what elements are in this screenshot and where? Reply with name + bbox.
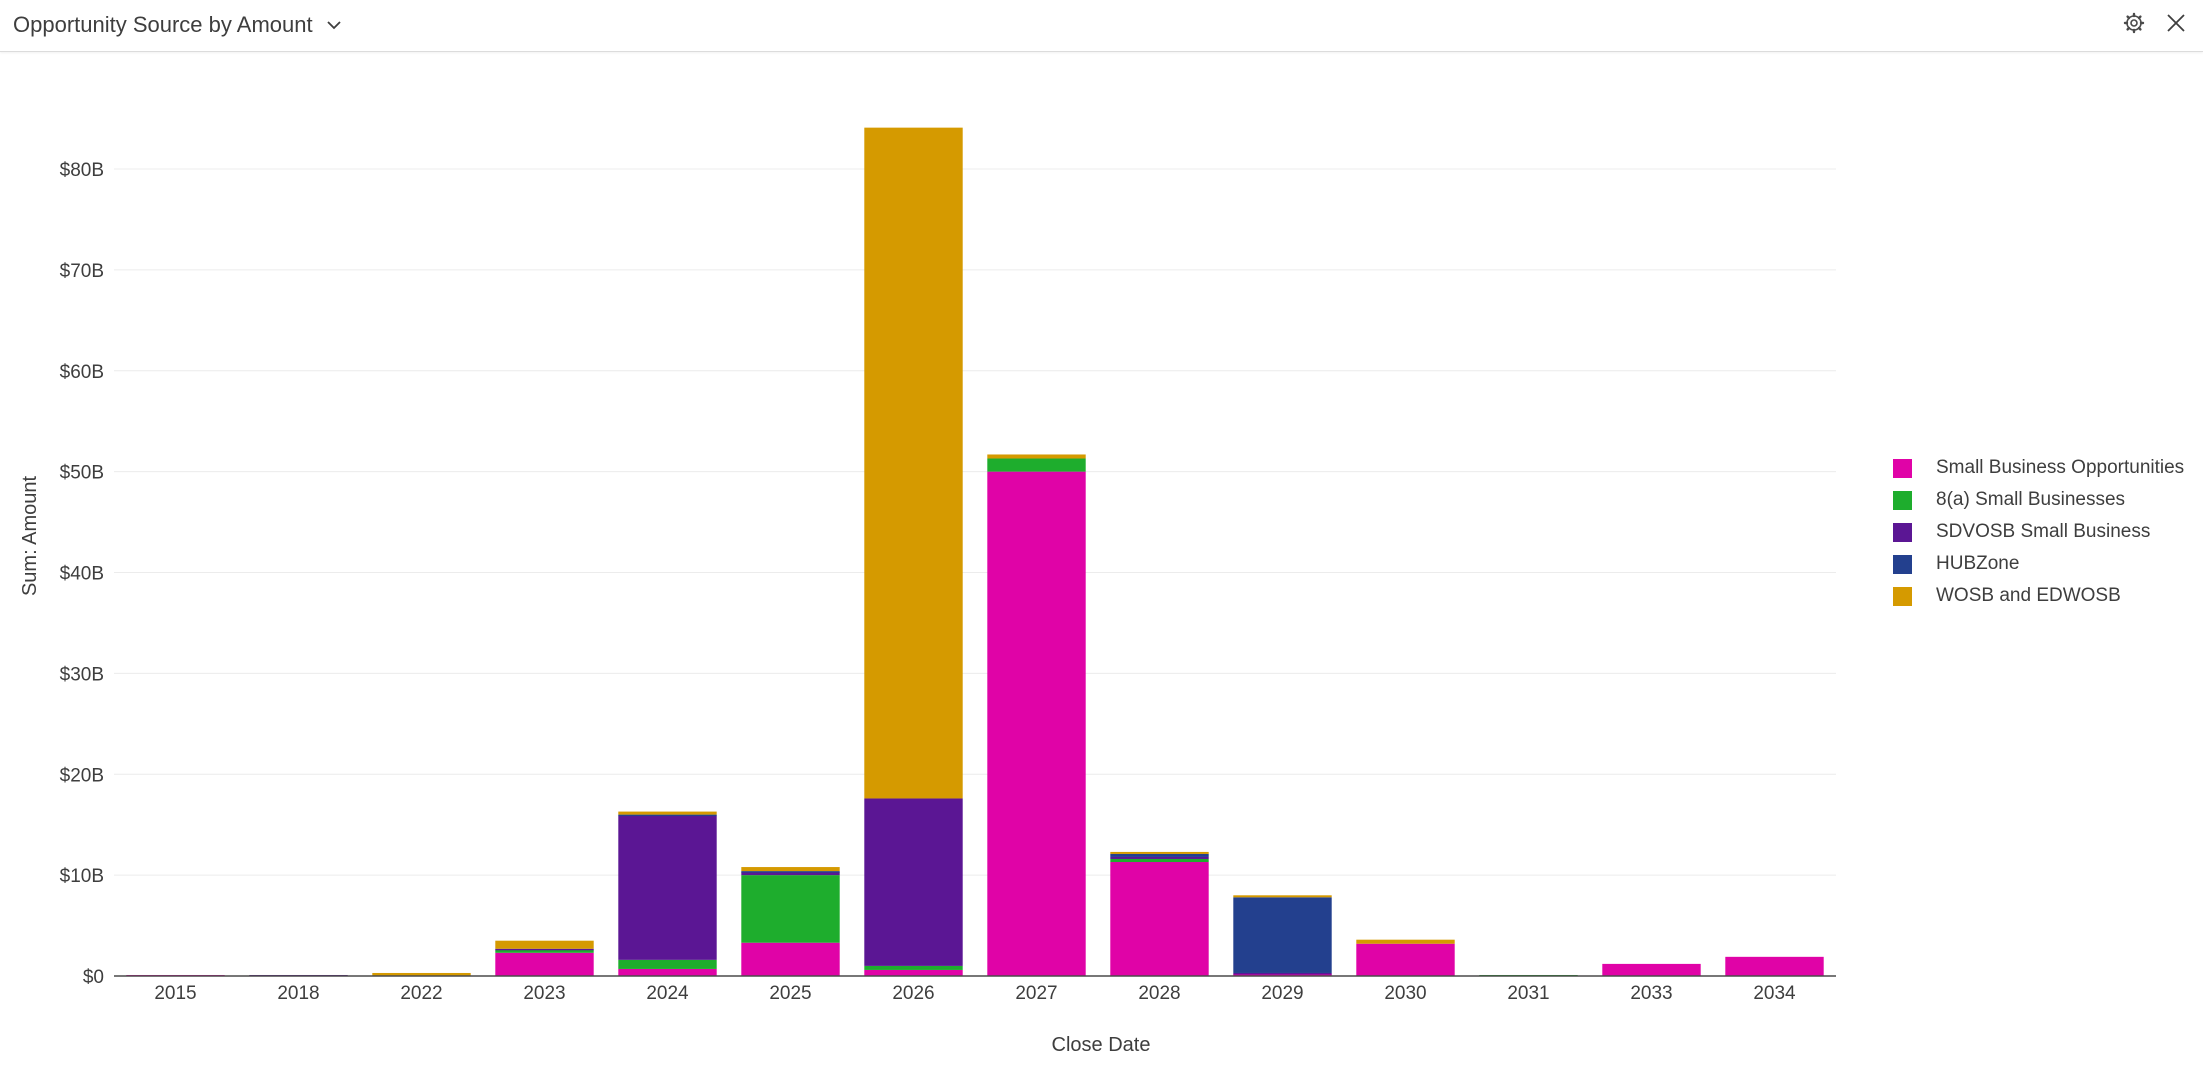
legend-item[interactable]: SDVOSB Small Business	[1893, 516, 2184, 548]
bar-segment[interactable]	[1110, 851, 1209, 854]
y-axis-title: Sum: Amount	[19, 476, 41, 597]
legend-swatch	[1893, 458, 1912, 478]
chevron-down-icon	[326, 21, 341, 30]
legend-swatch	[1893, 522, 1912, 542]
bar-segment[interactable]	[495, 940, 594, 949]
legend-label: WOSB and EDWOSB	[1936, 585, 2121, 606]
bar-segment[interactable]	[495, 949, 594, 953]
bar-segment[interactable]	[864, 798, 963, 966]
x-tick-label: 2023	[523, 983, 565, 1004]
x-tick-label: 2034	[1753, 983, 1796, 1004]
legend-label: HUBZone	[1936, 553, 2020, 574]
bar-segment[interactable]	[741, 872, 840, 876]
bars	[126, 127, 1824, 977]
x-tick-label: 2030	[1384, 983, 1426, 1004]
y-tick-label: $10B	[60, 866, 104, 887]
bar-segment[interactable]	[987, 471, 1086, 976]
legend-swatch	[1893, 554, 1912, 574]
y-tick-label: $80B	[60, 160, 104, 181]
x-tick-label: 2025	[769, 983, 811, 1004]
gear-icon[interactable]	[2122, 11, 2146, 35]
bar-segment[interactable]	[741, 871, 840, 873]
bar-segment[interactable]	[618, 811, 717, 815]
x-tick-label: 2018	[277, 983, 319, 1004]
chart-title-dropdown[interactable]: Opportunity Source by Amount	[13, 10, 343, 40]
x-tick-labels: 2015 2018 2022 2023 2024 2025 2026 2027 2028 2029…	[154, 983, 1796, 1004]
bar-segment[interactable]	[618, 968, 717, 976]
x-tick-label: 2015	[154, 983, 196, 1004]
legend-swatch	[1893, 490, 1912, 510]
bar-segment[interactable]	[618, 815, 717, 960]
bar-segment[interactable]	[741, 942, 840, 976]
y-tick-labels: $0 $10B $20B $30B $40B $50B $60B $70B $80B	[60, 160, 104, 988]
x-tick-label: 2024	[646, 983, 689, 1004]
y-tick-label: $0	[83, 967, 104, 988]
close-icon[interactable]	[2164, 11, 2188, 35]
bar-segment[interactable]	[864, 127, 963, 799]
bar-segment[interactable]	[987, 458, 1086, 472]
bar-segment[interactable]	[1110, 856, 1209, 859]
legend-item[interactable]: 8(a) Small Businesses	[1893, 484, 2184, 516]
bar-segment[interactable]	[1233, 897, 1332, 973]
legend-item[interactable]: WOSB and EDWOSB	[1893, 580, 2184, 612]
bar-segment[interactable]	[1110, 858, 1209, 863]
y-tick-label: $20B	[60, 765, 104, 786]
bar-segment[interactable]	[618, 959, 717, 969]
chart-title: Opportunity Source by Amount	[13, 12, 313, 37]
bar-segment[interactable]	[1233, 972, 1332, 975]
bar-segment[interactable]	[1110, 853, 1209, 857]
bar-segment[interactable]	[618, 814, 717, 817]
bar-segment[interactable]	[1356, 943, 1455, 976]
y-tick-label: $40B	[60, 564, 104, 585]
stacked-bar-chart: $0$10B$20B$30B$40B$50B$60B$70B$80B 2015 2…	[19, 127, 1836, 1056]
legend-item[interactable]: Small Business Opportunities	[1893, 452, 2184, 484]
gridlines	[114, 168, 1836, 876]
legend-swatch	[1893, 586, 1912, 606]
bar-segment[interactable]	[864, 965, 963, 970]
bar-segment[interactable]	[1110, 862, 1209, 976]
bar-segment[interactable]	[741, 875, 840, 943]
bar-segment[interactable]	[1233, 895, 1332, 898]
bar-segment[interactable]	[1356, 939, 1455, 944]
legend-label: SDVOSB Small Business	[1936, 521, 2151, 542]
legend-item[interactable]: HUBZone	[1893, 548, 2184, 580]
chart-header: Opportunity Source by Amount	[0, 0, 2203, 52]
y-tick-label: $70B	[60, 261, 104, 282]
x-tick-label: 2031	[1507, 983, 1549, 1004]
legend-label: 8(a) Small Businesses	[1936, 489, 2126, 510]
bar-segment[interactable]	[987, 454, 1086, 459]
x-tick-label: 2022	[400, 983, 442, 1004]
bar-segment[interactable]	[372, 972, 471, 976]
x-tick-label: 2026	[892, 983, 934, 1004]
bar-segment[interactable]	[741, 867, 840, 872]
x-tick-label: 2027	[1015, 983, 1057, 1004]
x-tick-label: 2029	[1261, 983, 1303, 1004]
y-tick-label: $50B	[60, 463, 104, 484]
x-axis-title: Close Date	[1052, 1034, 1151, 1056]
legend-label: Small Business Opportunities	[1936, 457, 2185, 478]
y-tick-label: $30B	[60, 664, 104, 685]
y-tick-label: $60B	[60, 362, 104, 383]
x-tick-label: 2033	[1630, 983, 1672, 1004]
chart-legend: Small Business Opportunities 8(a) Small B…	[1893, 452, 2184, 612]
bar-segment[interactable]	[864, 969, 963, 976]
bar-segment[interactable]	[495, 948, 594, 951]
bar-segment[interactable]	[1233, 973, 1332, 976]
bar-segment[interactable]	[1602, 963, 1701, 976]
bar-segment[interactable]	[1725, 956, 1824, 976]
x-tick-label: 2028	[1138, 983, 1180, 1004]
bar-segment[interactable]	[495, 952, 594, 976]
